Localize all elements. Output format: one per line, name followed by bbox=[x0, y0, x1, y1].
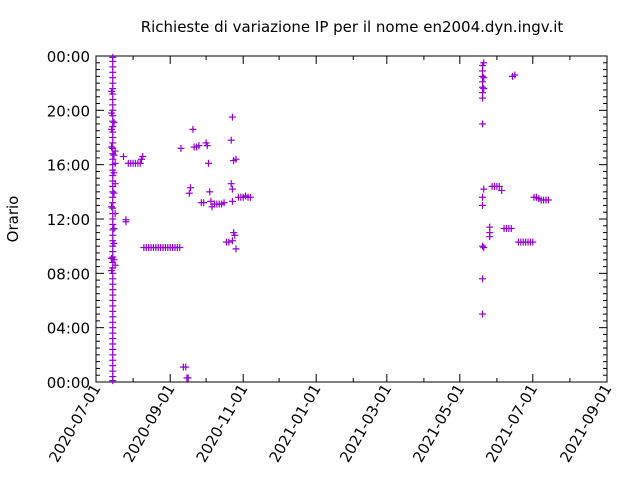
data-point bbox=[231, 231, 239, 239]
y-tick-label: 04:00 bbox=[47, 320, 90, 338]
plot-frame bbox=[95, 55, 608, 383]
data-point bbox=[511, 71, 519, 79]
data-point bbox=[480, 185, 488, 193]
data-point bbox=[479, 193, 487, 201]
y-tick-label: 12:00 bbox=[47, 211, 90, 229]
y-axis-label: Orario bbox=[4, 196, 22, 243]
x-tick-label: 2021-01-01 bbox=[265, 381, 324, 466]
data-point bbox=[228, 185, 236, 193]
y-tick-label: 16:00 bbox=[47, 157, 90, 175]
x-tick-label: 2021-05-01 bbox=[409, 381, 468, 466]
data-point bbox=[232, 245, 240, 253]
x-tick-label: 2020-07-01 bbox=[45, 381, 104, 466]
data-point bbox=[246, 193, 254, 201]
data-point bbox=[136, 159, 144, 167]
data-point bbox=[480, 74, 488, 82]
data-point bbox=[228, 197, 236, 205]
x-tick-label: 2020-09-01 bbox=[119, 381, 178, 466]
data-point bbox=[184, 374, 192, 382]
x-tick-label: 2021-07-01 bbox=[482, 381, 541, 466]
data-point bbox=[109, 53, 117, 61]
data-point bbox=[108, 143, 116, 151]
data-point bbox=[108, 109, 116, 117]
data-point bbox=[479, 310, 487, 318]
data-point bbox=[206, 188, 214, 196]
data-point bbox=[495, 182, 503, 190]
data-point bbox=[176, 244, 184, 252]
data-point bbox=[227, 180, 235, 188]
y-tick-label: 00:00 bbox=[47, 374, 90, 392]
data-point bbox=[120, 153, 128, 161]
y-tick-label: 08:00 bbox=[47, 265, 90, 283]
data-point bbox=[544, 196, 552, 204]
data-point bbox=[185, 189, 193, 197]
data-point bbox=[220, 199, 228, 207]
data-point bbox=[108, 203, 116, 211]
data-point bbox=[479, 275, 487, 283]
data-point bbox=[110, 225, 118, 233]
data-point bbox=[177, 144, 185, 152]
data-point bbox=[227, 136, 235, 144]
data-point bbox=[111, 147, 119, 155]
data-point bbox=[479, 242, 487, 250]
data-point bbox=[207, 197, 215, 205]
data-point bbox=[486, 223, 494, 231]
x-tick-label: 2021-03-01 bbox=[336, 381, 395, 466]
data-point bbox=[187, 184, 195, 192]
data-point bbox=[204, 159, 212, 167]
data-point bbox=[108, 87, 116, 95]
data-point bbox=[480, 85, 488, 93]
data-point bbox=[110, 151, 118, 159]
data-point bbox=[111, 159, 119, 167]
data-point bbox=[111, 180, 119, 188]
x-tick-label: 2020-11-01 bbox=[192, 381, 251, 466]
data-point bbox=[182, 363, 190, 371]
data-point bbox=[108, 125, 116, 133]
data-point bbox=[228, 237, 236, 245]
data-points bbox=[108, 53, 552, 385]
data-point bbox=[139, 153, 147, 161]
data-point bbox=[111, 210, 119, 218]
data-point bbox=[507, 225, 515, 233]
data-point bbox=[108, 267, 116, 275]
data-point bbox=[480, 244, 488, 252]
data-point bbox=[228, 113, 236, 121]
data-point bbox=[232, 155, 240, 163]
data-point bbox=[479, 120, 487, 128]
y-tick-label: 00:00 bbox=[47, 48, 90, 66]
data-point bbox=[200, 199, 208, 207]
data-point bbox=[480, 59, 488, 67]
data-point bbox=[479, 201, 487, 209]
data-point bbox=[189, 125, 197, 133]
data-point bbox=[110, 256, 118, 264]
data-point bbox=[225, 238, 233, 246]
data-point bbox=[110, 119, 118, 127]
data-point bbox=[122, 216, 130, 224]
data-point bbox=[498, 186, 506, 194]
chart-title: Richieste di variazione IP per il nome e… bbox=[141, 18, 564, 36]
y-tick-label: 20:00 bbox=[47, 102, 90, 120]
y-axis: 00:00 04:00 08:00 12:00 16:00 20:00 00:00 bbox=[47, 48, 607, 392]
data-point bbox=[195, 142, 203, 150]
data-point bbox=[529, 238, 537, 246]
x-tick-label: 2021-09-01 bbox=[556, 381, 615, 466]
data-point bbox=[110, 189, 118, 197]
data-point bbox=[110, 169, 118, 177]
data-point bbox=[203, 142, 211, 150]
data-point bbox=[110, 239, 118, 247]
data-point bbox=[111, 261, 119, 269]
x-axis: 2020-07-01 2020-09-01 2020-11-01 2021-01-01… bbox=[45, 56, 615, 466]
